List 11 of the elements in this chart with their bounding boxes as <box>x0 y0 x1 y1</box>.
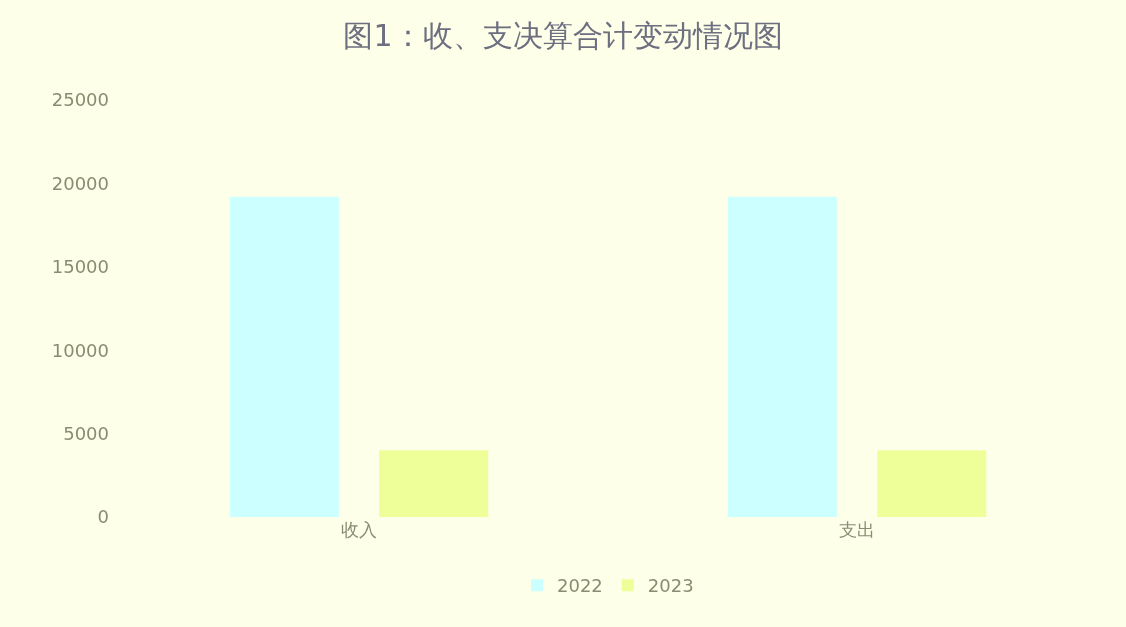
y-tick-label: 10000 <box>51 339 109 361</box>
y-tick-label: 15000 <box>51 256 109 278</box>
legend-label: 2022 <box>557 575 603 597</box>
chart-title: 图1：收、支决算合计变动情况图 <box>343 18 783 54</box>
y-tick-label: 5000 <box>63 422 109 444</box>
y-tick-label: 25000 <box>51 89 109 111</box>
x-tick-label: 收入 <box>341 519 377 540</box>
y-tick-label: 0 <box>97 506 109 528</box>
y-tick-label: 20000 <box>51 172 109 194</box>
x-tick-label: 支出 <box>839 519 875 540</box>
legend-label: 2023 <box>647 575 694 597</box>
